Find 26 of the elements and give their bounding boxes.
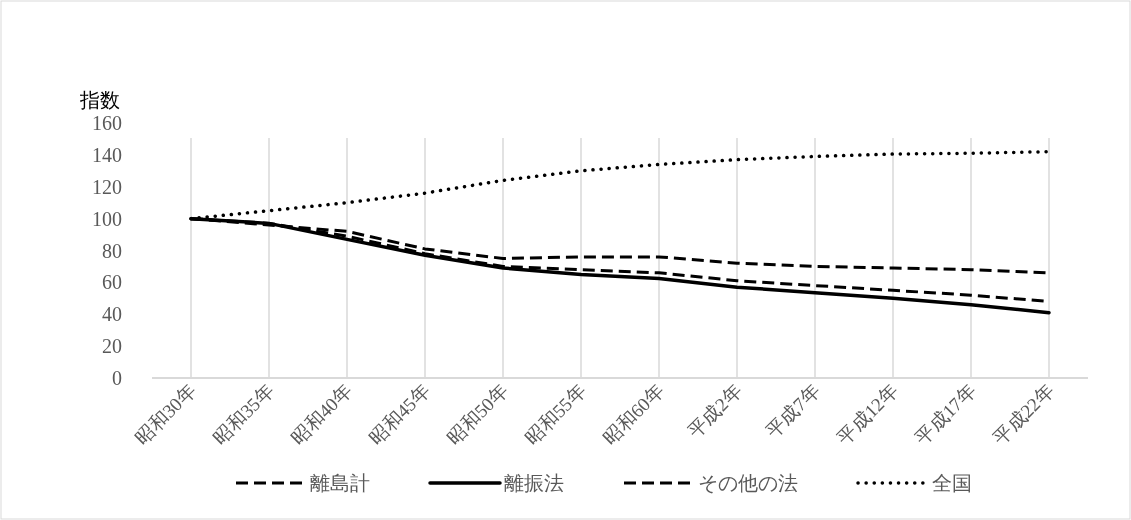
x-tick-label: 昭和50年: [443, 379, 512, 449]
y-tick-label: 20: [102, 335, 122, 358]
y-tick-label: 100: [92, 207, 122, 230]
y-axis-title: 指数: [79, 89, 120, 111]
legend-label: その他の法: [698, 472, 798, 494]
x-tick-label: 昭和30年: [131, 379, 200, 449]
legend-label: 離振法: [504, 472, 564, 494]
y-tick-label: 0: [112, 367, 122, 389]
y-tick-label: 40: [102, 303, 122, 326]
x-tick-label: 平成17年: [911, 379, 980, 449]
y-tick-label: 140: [92, 143, 122, 166]
y-tick-label: 160: [92, 112, 122, 134]
x-tick-label: 昭和60年: [599, 379, 668, 449]
legend-label: 離島計: [310, 472, 370, 494]
x-tick-label: 平成7年: [761, 379, 824, 442]
x-tick-label: 平成12年: [833, 379, 902, 449]
x-tick-label: 昭和45年: [365, 379, 434, 449]
y-tick-label: 120: [92, 175, 122, 198]
x-tick-label: 昭和35年: [209, 379, 278, 449]
x-tick-label: 平成22年: [989, 379, 1058, 449]
x-tick-label: 平成2年: [683, 379, 746, 442]
legend-label: 全国: [932, 472, 972, 494]
y-tick-label: 60: [102, 271, 122, 294]
y-tick-label: 80: [102, 239, 122, 262]
x-tick-label: 昭和55年: [521, 379, 590, 449]
x-tick-label: 昭和40年: [287, 379, 356, 449]
